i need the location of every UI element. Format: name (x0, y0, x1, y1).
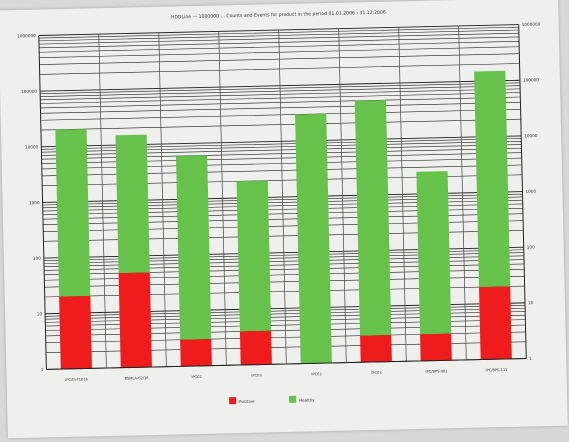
bar-positive (180, 339, 212, 367)
bar-healthy (175, 155, 212, 340)
bar-healthy (354, 100, 392, 336)
gridlines (38, 24, 527, 370)
category-label: IPC/IS-T1016 (65, 377, 88, 382)
bars (55, 70, 512, 370)
left-tick-label: 100000 (21, 89, 37, 94)
legend: Positive Healthy (229, 395, 315, 405)
bar-positive (479, 286, 512, 360)
bar-positive (118, 272, 152, 368)
right-tick-label: 1000000 (522, 22, 541, 27)
gridline (278, 30, 287, 364)
chart-title: HDDLine — 1000000 ... Counts and Events … (171, 10, 386, 21)
legend-swatch (289, 395, 297, 403)
right-tick-label: 10 (528, 300, 534, 305)
category-label: IPC02 (191, 375, 201, 379)
bar-healthy (236, 180, 272, 332)
right-tick-label: 10000 (524, 133, 538, 138)
gridline (398, 27, 407, 362)
category-label: BSMLA-02/16 (125, 376, 150, 381)
category-labels: IPC/IS-T1016 BSMLA-02/16 IPC02 IPC03 IPC02 IP… (65, 368, 507, 382)
bar-positive (360, 335, 392, 363)
gridline (158, 32, 167, 367)
right-tick-label: 100000 (523, 77, 539, 82)
category-label: IPC03 (371, 371, 381, 375)
bar-healthy (416, 171, 452, 335)
category-label: IPC03 (251, 374, 261, 378)
bar-positive (420, 333, 452, 361)
right-axis-ticks: 1 10 100 1000 10000 100000 1000000 (522, 22, 541, 361)
gridline (458, 25, 467, 360)
bar-positive (239, 330, 272, 365)
left-tick-label: 100 (33, 256, 41, 261)
right-tick-label: 100 (527, 244, 535, 249)
category-label: IPC/BPS-002 (425, 369, 447, 373)
left-axis (38, 35, 47, 370)
right-tick-label: 1 (529, 356, 532, 361)
bar-healthy (115, 134, 150, 274)
left-tick-label: 1000000 (17, 33, 36, 38)
legend-swatch (229, 397, 237, 405)
bar-healthy (55, 129, 91, 297)
bar-healthy (295, 113, 332, 364)
left-tick-label: 1 (41, 367, 44, 372)
gridline (98, 34, 107, 369)
axes (38, 24, 527, 370)
x-axis (46, 358, 527, 370)
category-label: IPC02 (311, 372, 321, 376)
left-tick-label: 10000 (25, 144, 39, 149)
category-label: IPC/BPS-111 (485, 368, 507, 372)
gridline (218, 31, 227, 366)
legend-label: Positive (239, 399, 255, 404)
legend-label: Healthy (299, 397, 315, 402)
bar-positive (59, 295, 92, 370)
left-tick-label: 1000 (29, 200, 40, 205)
bar-healthy (474, 70, 511, 288)
gridline (338, 28, 347, 363)
right-axis (518, 24, 527, 359)
left-axis-ticks: 1 10 100 1000 10000 100000 1000000 (17, 33, 44, 372)
left-tick-label: 10 (37, 311, 43, 316)
right-tick-label: 1000 (525, 189, 536, 194)
